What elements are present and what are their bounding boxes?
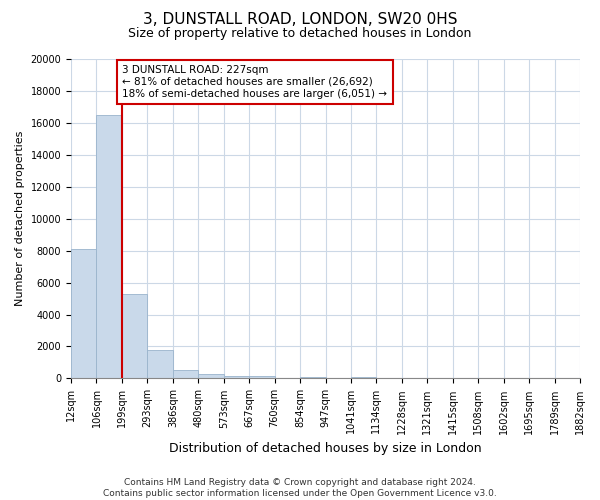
X-axis label: Distribution of detached houses by size in London: Distribution of detached houses by size … <box>169 442 482 455</box>
Bar <box>97 115 122 378</box>
Bar <box>351 377 376 378</box>
Text: Size of property relative to detached houses in London: Size of property relative to detached ho… <box>128 28 472 40</box>
Text: 3 DUNSTALL ROAD: 227sqm
← 81% of detached houses are smaller (26,692)
18% of sem: 3 DUNSTALL ROAD: 227sqm ← 81% of detache… <box>122 66 388 98</box>
Bar <box>224 376 249 378</box>
Bar <box>173 370 198 378</box>
Y-axis label: Number of detached properties: Number of detached properties <box>15 131 25 306</box>
Bar <box>300 377 326 378</box>
Text: Contains HM Land Registry data © Crown copyright and database right 2024.
Contai: Contains HM Land Registry data © Crown c… <box>103 478 497 498</box>
Bar <box>198 374 224 378</box>
Bar <box>249 376 275 378</box>
Text: 3, DUNSTALL ROAD, LONDON, SW20 0HS: 3, DUNSTALL ROAD, LONDON, SW20 0HS <box>143 12 457 28</box>
Bar <box>71 249 97 378</box>
Bar <box>122 294 148 378</box>
Bar <box>148 350 173 378</box>
